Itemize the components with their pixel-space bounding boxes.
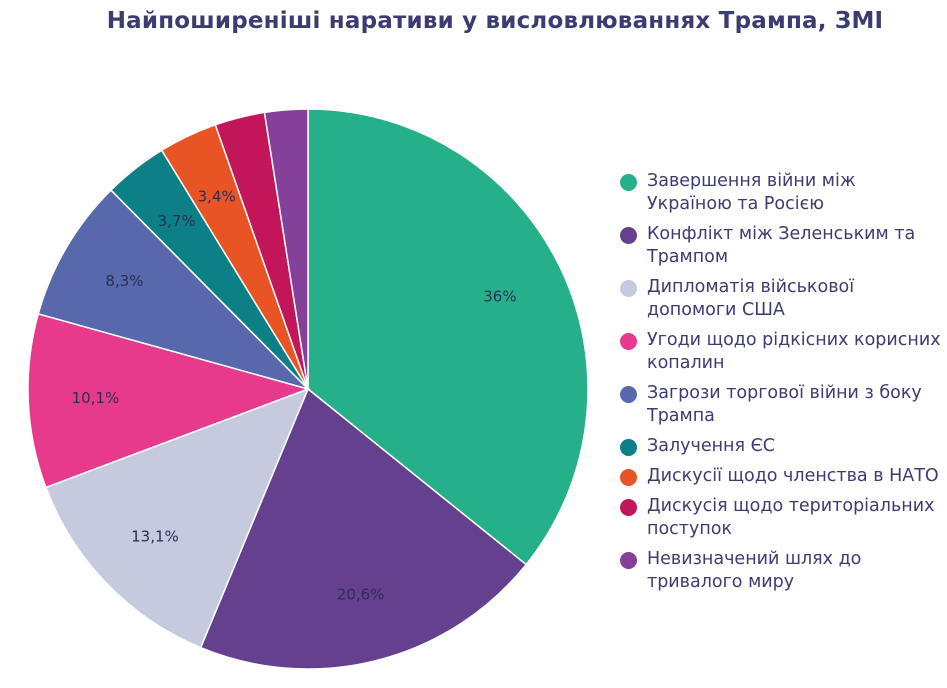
legend-swatch-4 bbox=[620, 386, 637, 403]
legend-swatch-1 bbox=[620, 227, 637, 244]
legend-swatch-2 bbox=[620, 280, 637, 297]
data-label-2: 13,1% bbox=[131, 527, 179, 545]
legend-label-1: Конфлікт між Зеленським та Трампом bbox=[647, 224, 916, 267]
legend-swatch-8 bbox=[620, 552, 637, 569]
pie-slice-3 bbox=[27, 312, 311, 489]
data-label-0: 36% bbox=[483, 288, 516, 306]
legend-label-4: Загрози торгової війни з боку Трампа bbox=[647, 383, 922, 426]
legend-item-1: Конфлікт між Зеленським та Трампом bbox=[620, 223, 945, 269]
legend-label-3: Угоди щодо рідкісних корисних копалин bbox=[647, 330, 941, 373]
legend: Завершення війни між Україною та Росією К… bbox=[620, 170, 945, 601]
legend-item-8: Невизначений шлях до тривалого миру bbox=[620, 548, 945, 594]
data-label-3: 10,1% bbox=[72, 389, 120, 407]
pie-slice-8 bbox=[263, 108, 309, 390]
legend-label-2: Дипломатія військової допомоги США bbox=[647, 277, 855, 320]
legend-item-2: Дипломатія військової допомоги США bbox=[620, 276, 945, 322]
pie-slice-4 bbox=[37, 189, 311, 391]
legend-item-4: Загрози торгової війни з боку Трампа bbox=[620, 382, 945, 428]
pie-slice-2 bbox=[44, 387, 310, 649]
data-label-4: 8,3% bbox=[105, 272, 143, 290]
legend-label-6: Дискусії щодо членства в НАТО bbox=[647, 466, 939, 486]
data-label-6: 3,4% bbox=[198, 187, 236, 205]
chart-title: Найпоширеніші наративи у висловлюваннях … bbox=[106, 8, 884, 34]
data-label-5: 3,7% bbox=[158, 212, 196, 230]
data-label-1: 20,6% bbox=[337, 586, 385, 604]
legend-item-3: Угоди щодо рідкісних корисних копалин bbox=[620, 329, 945, 375]
pie-slice-0 bbox=[307, 108, 589, 566]
legend-swatch-0 bbox=[620, 174, 637, 191]
legend-label-5: Залучення ЄС bbox=[647, 436, 776, 456]
legend-swatch-5 bbox=[620, 439, 637, 456]
pie-slice-1 bbox=[199, 387, 528, 670]
legend-label-8: Невизначений шлях до тривалого миру bbox=[647, 549, 862, 592]
legend-swatch-7 bbox=[620, 499, 637, 516]
legend-swatch-3 bbox=[620, 333, 637, 350]
legend-swatch-6 bbox=[620, 469, 637, 486]
legend-item-7: Дискусія щодо територіальних поступок bbox=[620, 495, 945, 541]
legend-item-6: Дискусії щодо членства в НАТО bbox=[620, 465, 945, 488]
legend-label-7: Дискусія щодо територіальних поступок bbox=[647, 496, 935, 539]
legend-item-0: Завершення війни між Україною та Росією bbox=[620, 170, 945, 216]
legend-item-5: Залучення ЄС bbox=[620, 435, 945, 458]
legend-label-0: Завершення війни між Україною та Росією bbox=[647, 171, 856, 214]
